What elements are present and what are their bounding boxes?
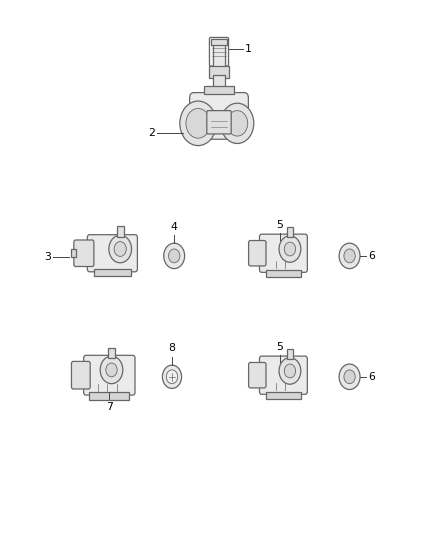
Bar <box>265 270 301 277</box>
Circle shape <box>344 370 355 384</box>
Bar <box>213 75 225 88</box>
Circle shape <box>186 109 210 138</box>
Circle shape <box>100 356 123 384</box>
Bar <box>204 86 234 94</box>
FancyBboxPatch shape <box>249 362 266 388</box>
Circle shape <box>284 364 296 378</box>
Text: 5: 5 <box>276 220 283 230</box>
Bar <box>213 41 225 69</box>
Circle shape <box>279 236 301 262</box>
Text: 5: 5 <box>276 342 283 352</box>
Text: 7: 7 <box>106 402 113 412</box>
Text: 3: 3 <box>44 252 51 262</box>
Circle shape <box>180 101 216 146</box>
Circle shape <box>227 111 248 136</box>
FancyBboxPatch shape <box>249 240 266 266</box>
Text: 1: 1 <box>245 44 252 54</box>
Circle shape <box>344 249 355 263</box>
Bar <box>211 39 227 45</box>
FancyBboxPatch shape <box>259 234 307 272</box>
FancyBboxPatch shape <box>71 361 90 389</box>
Circle shape <box>166 370 178 384</box>
Text: 6: 6 <box>368 251 375 261</box>
FancyBboxPatch shape <box>190 93 248 139</box>
Bar <box>265 392 301 399</box>
FancyBboxPatch shape <box>87 235 138 272</box>
FancyBboxPatch shape <box>259 356 307 394</box>
Bar <box>287 349 293 359</box>
Text: 8: 8 <box>169 343 176 353</box>
Circle shape <box>106 363 117 377</box>
Bar <box>209 66 229 78</box>
Bar <box>94 269 131 276</box>
Text: 2: 2 <box>148 128 155 138</box>
Bar <box>109 348 115 358</box>
Circle shape <box>114 241 126 256</box>
Circle shape <box>169 249 180 263</box>
Text: 4: 4 <box>171 222 178 231</box>
Text: 6: 6 <box>368 372 375 382</box>
Circle shape <box>221 103 254 143</box>
Bar <box>89 392 129 400</box>
Bar <box>71 249 77 257</box>
Bar <box>287 227 293 237</box>
Bar <box>117 225 124 237</box>
FancyBboxPatch shape <box>209 37 229 66</box>
Circle shape <box>339 364 360 390</box>
Circle shape <box>164 243 185 269</box>
FancyBboxPatch shape <box>207 111 231 134</box>
FancyBboxPatch shape <box>84 356 135 395</box>
Circle shape <box>339 243 360 269</box>
Circle shape <box>279 358 301 384</box>
Circle shape <box>284 242 296 256</box>
FancyBboxPatch shape <box>74 240 94 266</box>
Circle shape <box>162 365 182 389</box>
Circle shape <box>109 235 131 263</box>
